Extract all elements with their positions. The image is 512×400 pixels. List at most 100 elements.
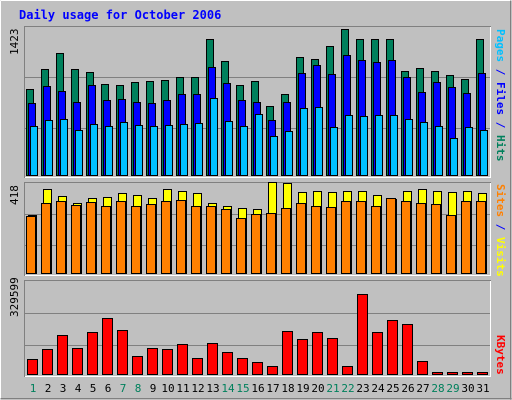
sites-bar-day-31 xyxy=(476,201,486,274)
kbytes-bar-day-16 xyxy=(252,362,263,375)
hits-legend-part-4: Hits xyxy=(494,135,507,162)
sites-bar-day-18 xyxy=(281,208,291,274)
kbytes-bar-day-24 xyxy=(372,332,383,375)
hits-max-label: 1423 xyxy=(8,29,21,56)
day-label-20: 20 xyxy=(311,382,324,395)
chart-title: Daily usage for October 2006 xyxy=(19,8,221,22)
pages-bar-day-22 xyxy=(345,115,353,176)
kbytes-bar-day-31 xyxy=(477,372,488,375)
day-label-19: 19 xyxy=(296,382,309,395)
pages-bar-day-10 xyxy=(165,125,173,176)
pages-bar-day-9 xyxy=(150,126,158,176)
pages-bar-day-21 xyxy=(330,127,338,176)
sites-bar-day-5 xyxy=(86,202,96,274)
pages-bar-day-26 xyxy=(405,119,413,176)
day-label-8: 8 xyxy=(135,382,142,395)
day-label-21: 21 xyxy=(326,382,339,395)
kbytes-bar-day-27 xyxy=(417,361,428,375)
day-label-27: 27 xyxy=(416,382,429,395)
day-label-10: 10 xyxy=(161,382,174,395)
kbytes-bar-day-28 xyxy=(432,372,443,375)
kbytes-bar-day-15 xyxy=(237,358,248,375)
kbytes-bar-day-23 xyxy=(357,294,368,375)
sites-bar-day-11 xyxy=(176,200,186,274)
visits-legend-part-1: / xyxy=(494,217,507,237)
sites-bar-day-7 xyxy=(116,201,126,274)
sites-bar-day-15 xyxy=(236,218,246,274)
visits-side-legend: Sites / Visits xyxy=(494,184,507,277)
kbytes-bar-day-22 xyxy=(342,366,353,375)
pages-bar-day-4 xyxy=(75,130,83,176)
day-label-4: 4 xyxy=(75,382,82,395)
pages-bar-day-7 xyxy=(120,122,128,176)
day-label-28: 28 xyxy=(431,382,444,395)
hits-legend-part-2: Files xyxy=(494,82,507,115)
day-label-14: 14 xyxy=(221,382,235,395)
kbytes-bar-day-17 xyxy=(267,366,278,375)
kbytes-bar-day-18 xyxy=(282,331,293,375)
pages-bar-day-27 xyxy=(420,122,428,176)
kbytes-bar-day-19 xyxy=(297,339,308,375)
visits-legend-part-0: Sites xyxy=(494,184,507,217)
pages-bar-day-2 xyxy=(45,120,53,176)
day-label-16: 16 xyxy=(251,382,264,395)
sites-bar-day-26 xyxy=(401,201,411,274)
pages-bar-day-13 xyxy=(210,98,218,176)
kbytes-bar-day-26 xyxy=(402,324,413,375)
day-labels: 1 2 3 4 5 6 7 8 9 10 11 12 13 14 15 16 17 18 19 20 21 22 23 24 2… xyxy=(30,382,490,395)
sites-bar-day-17 xyxy=(266,213,276,274)
pages-bar-day-24 xyxy=(375,115,383,176)
day-label-12: 12 xyxy=(191,382,204,395)
sites-bar-day-13 xyxy=(206,206,216,274)
sites-bar-day-28 xyxy=(431,204,441,274)
kbytes-bar-day-29 xyxy=(447,372,458,375)
pages-bar-day-19 xyxy=(300,108,308,176)
pages-bar-day-12 xyxy=(195,123,203,176)
day-label-25: 25 xyxy=(386,382,399,395)
pages-bar-day-25 xyxy=(390,115,398,176)
day-label-6: 6 xyxy=(105,382,112,395)
kbytes-bar-day-4 xyxy=(72,348,83,375)
pages-bar-day-14 xyxy=(225,121,233,176)
pages-bar-day-3 xyxy=(60,119,68,176)
sites-bar-day-4 xyxy=(71,205,81,274)
kbytes-bar-day-10 xyxy=(162,349,173,375)
kbytes-bar-day-30 xyxy=(462,372,473,375)
sites-bar-day-22 xyxy=(341,201,351,274)
kbytes-legend-part-0: KBytes xyxy=(494,335,507,375)
kbytes-max-label: 329599 xyxy=(8,277,21,317)
day-label-17: 17 xyxy=(266,382,279,395)
sites-bar-day-19 xyxy=(296,203,306,274)
sites-bar-day-29 xyxy=(446,215,456,274)
pages-bar-day-6 xyxy=(105,126,113,176)
sites-bar-day-25 xyxy=(386,198,396,274)
visits-bars xyxy=(26,182,487,274)
day-label-13: 13 xyxy=(206,382,219,395)
kbytes-bar-day-2 xyxy=(42,349,53,375)
day-label-5: 5 xyxy=(90,382,97,395)
kbytes-bar-day-8 xyxy=(132,356,143,375)
day-label-30: 30 xyxy=(461,382,474,395)
day-label-24: 24 xyxy=(371,382,385,395)
sites-bar-day-14 xyxy=(221,209,231,274)
sites-bar-day-3 xyxy=(56,201,66,274)
day-label-15: 15 xyxy=(236,382,249,395)
pages-bar-day-5 xyxy=(90,124,98,176)
day-label-31: 31 xyxy=(476,382,489,395)
hits-bars xyxy=(26,29,488,176)
sites-bar-day-16 xyxy=(251,214,261,274)
pages-bar-day-17 xyxy=(270,136,278,176)
hits-legend-part-0: Pages xyxy=(494,29,507,62)
pages-bar-day-16 xyxy=(255,114,263,176)
pages-bar-day-23 xyxy=(360,116,368,176)
hits-legend-part-3: / xyxy=(494,115,507,135)
sites-bar-day-23 xyxy=(356,201,366,274)
sites-bar-day-12 xyxy=(191,206,201,274)
kbytes-bar-day-21 xyxy=(327,338,338,375)
day-label-26: 26 xyxy=(401,382,414,395)
pages-bar-day-15 xyxy=(240,126,248,176)
day-label-29: 29 xyxy=(446,382,459,395)
kbytes-bar-day-5 xyxy=(87,332,98,375)
kbytes-bar-day-14 xyxy=(222,352,233,375)
kbytes-bars xyxy=(27,294,488,375)
